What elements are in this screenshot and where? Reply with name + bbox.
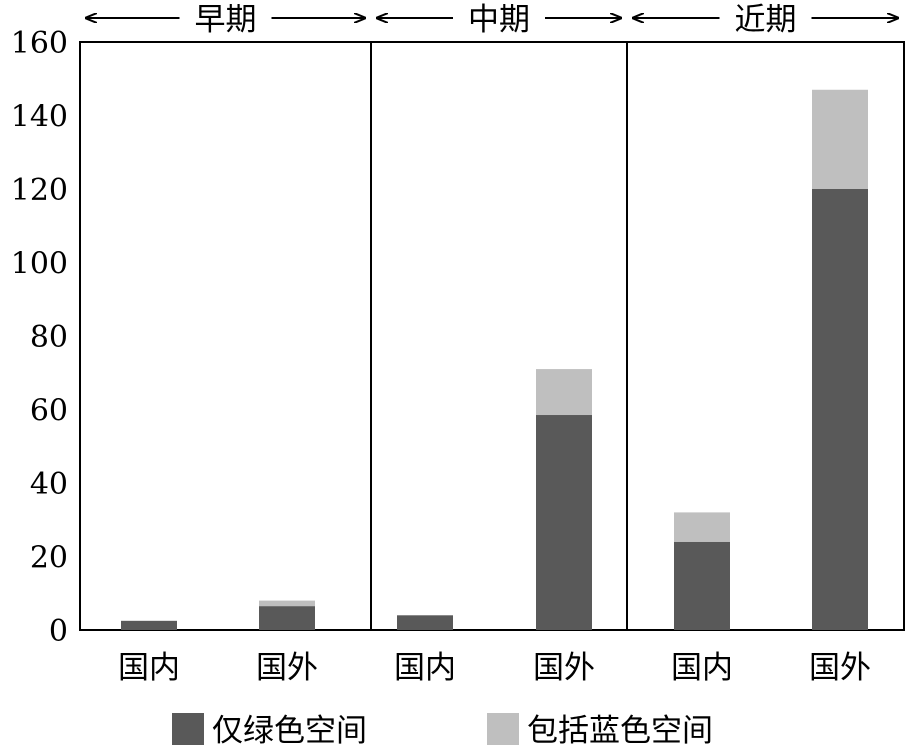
y-tick-label: 60 xyxy=(30,394,68,429)
legend-label-2: 包括蓝色空间 xyxy=(527,713,713,748)
y-tick-label: 40 xyxy=(30,467,68,502)
plot-frame xyxy=(79,41,905,631)
y-tick-label: 160 xyxy=(11,26,68,61)
category-label: 国内 xyxy=(671,650,733,686)
y-tick-label: 120 xyxy=(11,173,68,208)
bar-2-series-1 xyxy=(259,606,315,630)
period-label: 早期 xyxy=(195,2,257,38)
y-tick-label: 140 xyxy=(11,100,68,135)
category-label: 国外 xyxy=(256,650,318,686)
period-label: 近期 xyxy=(735,2,797,38)
y-tick-label: 0 xyxy=(49,614,68,649)
bar-6-series-1 xyxy=(812,189,868,630)
category-label: 国外 xyxy=(533,650,595,686)
y-tick-label: 20 xyxy=(30,541,68,576)
bar-5-series-2 xyxy=(674,512,730,542)
legend-swatch-2 xyxy=(487,713,519,745)
bar-4-series-1 xyxy=(536,415,592,630)
bar-5-series-1 xyxy=(674,541,730,630)
legend-label-1: 仅绿色空间 xyxy=(212,713,367,748)
bar-2-series-2 xyxy=(259,600,315,607)
bar-1-series-1 xyxy=(121,620,177,630)
category-label: 国内 xyxy=(394,650,456,686)
bar-4-series-2 xyxy=(536,369,592,416)
y-tick-label: 80 xyxy=(30,320,68,355)
y-tick-label: 100 xyxy=(11,247,68,282)
period-label: 中期 xyxy=(468,2,530,38)
category-label: 国内 xyxy=(118,650,180,686)
bar-3-series-1 xyxy=(397,615,453,630)
legend-swatch-1 xyxy=(172,713,204,745)
category-label: 国外 xyxy=(809,650,871,686)
bar-6-series-2 xyxy=(812,89,868,189)
